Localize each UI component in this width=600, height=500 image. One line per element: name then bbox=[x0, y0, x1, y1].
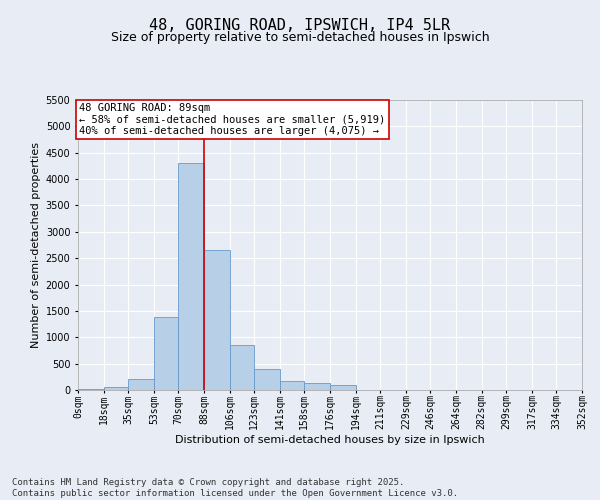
Text: Size of property relative to semi-detached houses in Ipswich: Size of property relative to semi-detach… bbox=[110, 31, 490, 44]
Bar bbox=[104, 388, 128, 390]
Bar bbox=[128, 380, 154, 390]
Bar bbox=[280, 381, 304, 390]
Text: 48, GORING ROAD, IPSWICH, IP4 5LR: 48, GORING ROAD, IPSWICH, IP4 5LR bbox=[149, 18, 451, 32]
Bar bbox=[204, 250, 230, 390]
Bar bbox=[154, 317, 178, 390]
Text: Contains HM Land Registry data © Crown copyright and database right 2025.
Contai: Contains HM Land Registry data © Crown c… bbox=[12, 478, 458, 498]
X-axis label: Distribution of semi-detached houses by size in Ipswich: Distribution of semi-detached houses by … bbox=[175, 435, 485, 445]
Bar bbox=[330, 384, 356, 390]
Bar bbox=[254, 369, 280, 390]
Y-axis label: Number of semi-detached properties: Number of semi-detached properties bbox=[31, 142, 41, 348]
Bar bbox=[304, 383, 330, 390]
Bar bbox=[230, 345, 254, 390]
Text: 48 GORING ROAD: 89sqm
← 58% of semi-detached houses are smaller (5,919)
40% of s: 48 GORING ROAD: 89sqm ← 58% of semi-deta… bbox=[79, 102, 386, 136]
Bar bbox=[178, 164, 204, 390]
